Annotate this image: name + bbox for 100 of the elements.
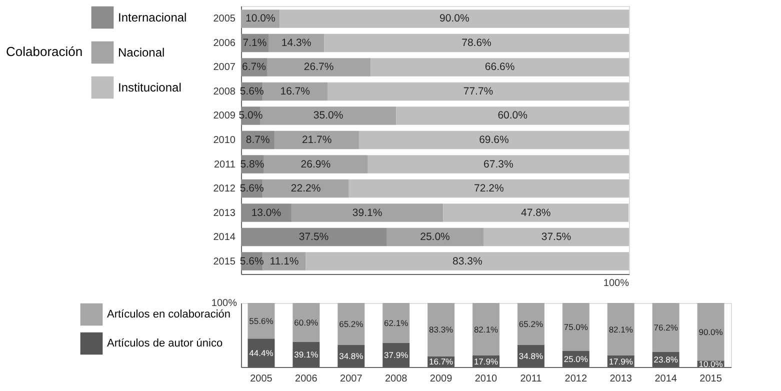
data-label: 17.9% — [474, 356, 498, 366]
x-tick-label: 2009 — [430, 374, 453, 384]
x-tick-label: 2010 — [474, 374, 498, 384]
legend-label: Institucional — [118, 80, 182, 94]
bar — [443, 204, 629, 222]
text: 100% — [603, 278, 630, 289]
data-label: 37.5% — [298, 231, 329, 244]
data-label: 60.0% — [498, 110, 528, 122]
y-tick-label: 2014 — [213, 232, 236, 244]
x-tick-label: 2008 — [384, 374, 408, 384]
data-label: 83.3% — [452, 255, 482, 268]
data-label: 6.7% — [242, 61, 266, 74]
data-label: 90.0% — [440, 12, 470, 25]
data-label: 11.1% — [270, 255, 299, 268]
y-tick-label: 2011 — [214, 159, 236, 170]
bar — [262, 179, 349, 198]
data-label: 62.1% — [384, 318, 409, 328]
data-label: 26.7% — [304, 61, 334, 74]
legend-label: Internacional — [118, 10, 187, 24]
x-tick-label: 2007 — [340, 374, 363, 384]
y-tick-label: 2012 — [213, 184, 236, 195]
bar — [274, 130, 359, 150]
bar — [292, 303, 320, 342]
bar — [241, 228, 386, 246]
legend-title: Colaboración — [6, 44, 83, 59]
bar — [338, 303, 365, 345]
data-label: 72.2% — [474, 182, 504, 195]
bar — [472, 303, 500, 356]
data-label: 26.9% — [300, 158, 331, 170]
x-tick-label: 2014 — [654, 374, 678, 384]
legend-label: Nacional — [118, 46, 165, 60]
bar — [328, 82, 629, 101]
data-label: 10.0% — [246, 12, 276, 25]
data-label: 78.6% — [462, 36, 492, 49]
data-label: 83.3% — [428, 324, 454, 335]
bar — [262, 252, 306, 270]
bar — [264, 155, 368, 174]
data-label: 55.6% — [249, 316, 274, 326]
data-label: 37.9% — [384, 350, 409, 360]
data-label: 67.3% — [484, 158, 514, 170]
y-tick-label: 2013 — [213, 208, 236, 219]
y-tick-label: 2006 — [213, 38, 236, 49]
data-label: 82.1% — [474, 324, 498, 334]
bar — [262, 82, 328, 101]
data-label: 13.0% — [251, 206, 282, 219]
bar — [396, 106, 629, 125]
data-label: 23.8% — [654, 354, 678, 364]
bar — [382, 303, 410, 343]
bar — [248, 338, 275, 367]
data-label: 21.7% — [302, 134, 332, 146]
bar — [562, 303, 590, 351]
bar — [652, 303, 680, 352]
data-label: 39.1% — [352, 206, 382, 219]
bar — [697, 303, 724, 361]
y-tick-label: 2005 — [213, 14, 236, 25]
bar — [386, 228, 484, 246]
data-label: 34.8% — [339, 350, 364, 361]
x-tick-label: 2013 — [610, 374, 632, 384]
data-label: 65.2% — [339, 318, 364, 329]
data-label: 17.9% — [608, 356, 634, 366]
text: 100% — [211, 298, 238, 309]
bar — [324, 34, 629, 52]
data-label: 35.0% — [313, 110, 344, 122]
legend-label: Artículos en colaboración — [107, 308, 231, 320]
bar — [517, 303, 544, 345]
bar — [428, 303, 455, 356]
y-tick-label: 2008 — [213, 86, 236, 98]
x-tick-label: 2012 — [564, 374, 588, 384]
x-tick-label: 2015 — [700, 374, 722, 384]
data-label: 25.0% — [564, 354, 588, 364]
y-tick-label: 2015 — [213, 256, 236, 268]
bar — [358, 130, 629, 150]
data-label: 65.2% — [518, 318, 544, 329]
data-label: 39.1% — [294, 349, 319, 360]
data-label: 10.0% — [698, 358, 724, 369]
bar — [368, 155, 629, 174]
data-label: 76.2% — [654, 322, 678, 332]
legend-label: Artículos de autor único — [107, 338, 223, 350]
data-label: 16.7% — [280, 85, 310, 98]
bar — [306, 252, 629, 270]
data-label: 22.2% — [290, 182, 321, 195]
data-label: 66.6% — [484, 61, 515, 74]
y-tick-label: 2009 — [213, 110, 236, 122]
y-tick-label: 2010 — [213, 135, 236, 146]
bar — [348, 179, 629, 198]
data-label: 77.7% — [463, 85, 494, 98]
bar — [484, 228, 629, 246]
data-label: 47.8% — [520, 206, 551, 219]
bar — [370, 58, 629, 76]
bar — [607, 303, 634, 356]
data-label: 25.0% — [420, 231, 450, 244]
bar — [241, 204, 292, 222]
data-label: 7.1% — [242, 36, 267, 49]
data-label: 69.6% — [479, 134, 509, 146]
x-tick-label: 2005 — [250, 374, 273, 384]
data-label: 90.0% — [698, 326, 724, 337]
data-label: 8.7% — [246, 134, 270, 146]
data-label: 14.3% — [281, 36, 312, 49]
data-label: 60.9% — [294, 317, 319, 328]
y-tick-label: 2007 — [213, 62, 236, 74]
